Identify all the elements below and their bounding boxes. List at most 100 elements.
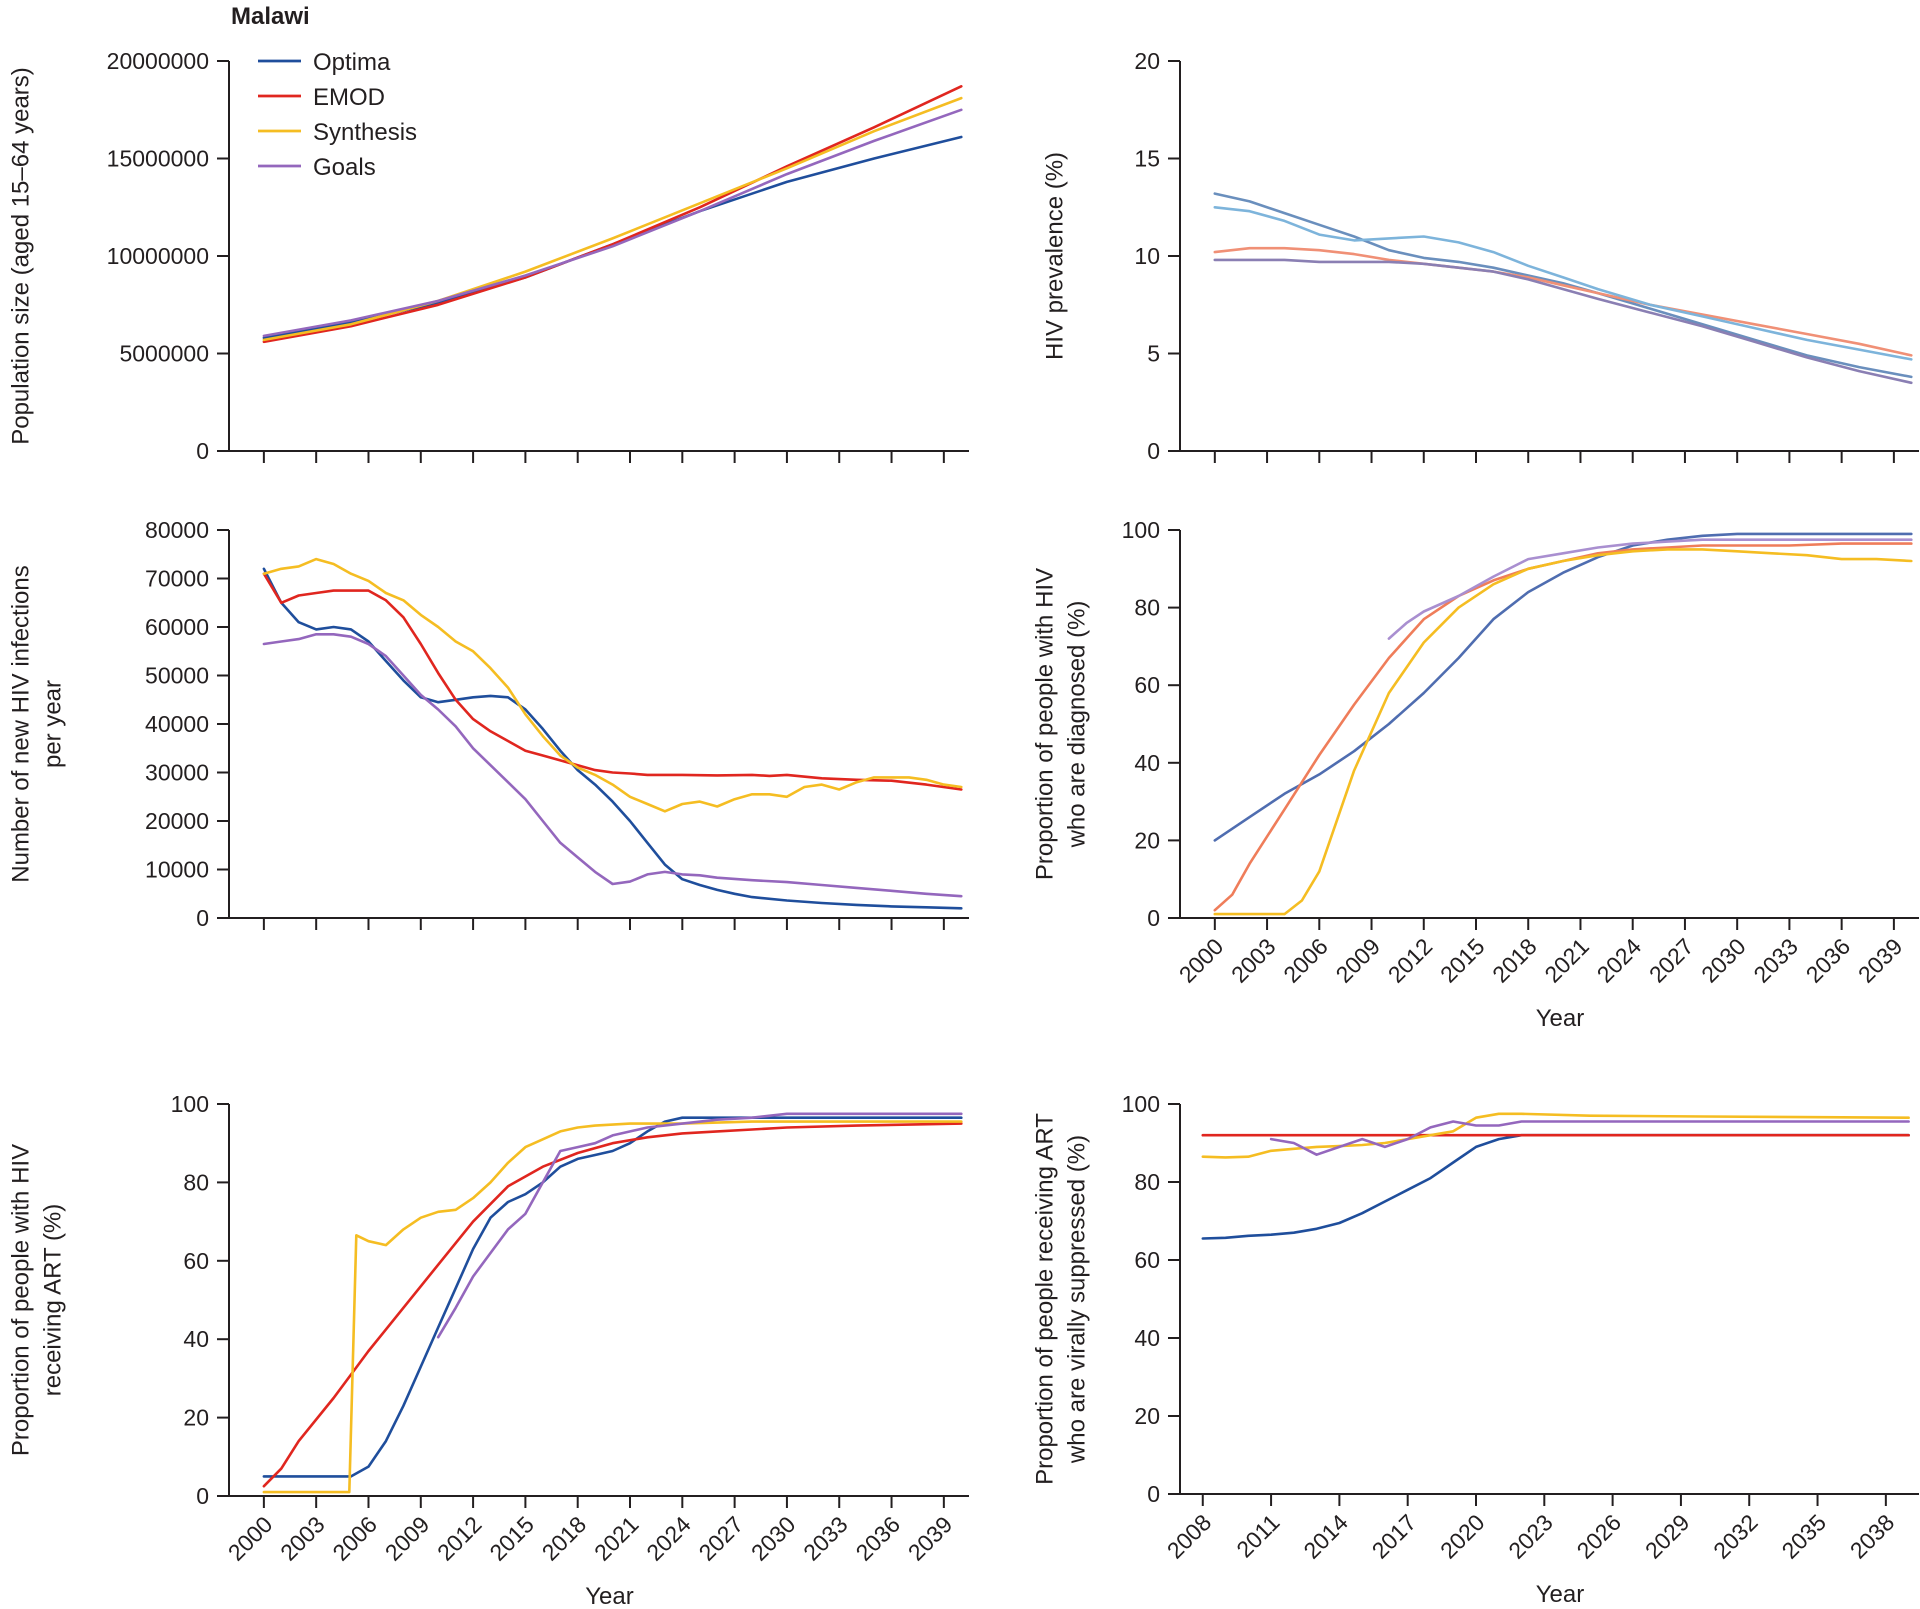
page-title: Malawi [231, 3, 310, 30]
y-tick-label: 0 [196, 905, 209, 931]
x-tick-label: 2027 [1644, 933, 1699, 988]
y-tick-label: 15000000 [107, 146, 209, 172]
x-tick-label: 2018 [1487, 933, 1542, 988]
x-tick-label: 2000 [1174, 933, 1229, 988]
y-tick-label: 5000000 [119, 341, 209, 367]
y-tick-label: 20000000 [107, 48, 209, 74]
y-axis-title: Proportion of people with HIV [1031, 568, 1058, 880]
x-tick-label: 2021 [589, 1511, 644, 1566]
series-line-optima [1213, 532, 1913, 842]
legend-label: EMOD [313, 84, 385, 111]
x-tick-label: 2038 [1845, 1509, 1900, 1564]
series-line-emod [262, 1122, 963, 1488]
legend-item-goals: Goals [258, 154, 376, 181]
y-tick-label: 60 [1134, 1247, 1160, 1273]
legend-label: Synthesis [313, 119, 417, 146]
y-tick-label: 40 [1134, 1325, 1160, 1351]
series-line-goals [436, 1112, 963, 1339]
x-tick-label: 2026 [1572, 1509, 1627, 1564]
legend: Optima EMOD Synthesis Goals [258, 49, 417, 181]
y-tick-label: 0 [196, 438, 209, 464]
x-tick-label: 2033 [798, 1511, 853, 1566]
y-axis-title: Proportion of people receiving ART [1031, 1113, 1058, 1485]
x-tick-label: 2039 [903, 1511, 958, 1566]
y-axis-title: Number of new HIV infections [7, 565, 34, 882]
y-axis-title: receiving ART (%) [39, 1204, 66, 1397]
legend-item-optima: Optima [258, 49, 391, 76]
y-tick-label: 0 [1147, 438, 1160, 464]
x-tick-label: 2029 [1640, 1509, 1695, 1564]
y-tick-label: 20 [1134, 827, 1160, 853]
series-line-synthesis [262, 557, 963, 813]
y-axis-title: per year [39, 680, 66, 768]
series-line-synthesis [262, 1120, 963, 1494]
x-axis-title: Year [1536, 1581, 1585, 1608]
y-tick-label: 20 [183, 1405, 209, 1431]
series-line-emod [262, 85, 963, 344]
chart-diagnosed: 0 20 40 60 80 100 2000200320062009201220152018… [1031, 517, 1919, 1032]
x-tick-label: 2033 [1748, 933, 1803, 988]
y-axis-title: HIV prevalence (%) [1041, 152, 1068, 360]
charts: 05000000100000001500000020000000Populati… [7, 48, 1919, 1609]
y-tick-label: 20 [1134, 48, 1160, 74]
x-tick-label: 2012 [1383, 933, 1438, 988]
y-tick-label: 15 [1134, 146, 1160, 172]
legend-item-emod: EMOD [258, 84, 385, 111]
chart-prevalence: 0 5 10 15 20 HIV prevalence (%) [1041, 48, 1919, 464]
y-tick-label: 50000 [145, 663, 209, 689]
y-tick-label: 70000 [145, 566, 209, 592]
x-tick-label: 2024 [1592, 933, 1647, 988]
y-tick-label: 100 [1122, 517, 1160, 543]
x-tick-label: 2030 [746, 1511, 801, 1566]
x-tick-label: 2008 [1162, 1509, 1217, 1564]
chart-virally-suppressed: 0 20 40 60 80 100 2008 2011 2014 2017 2020 2023 2026… [1031, 1091, 1919, 1608]
y-tick-label: 60000 [145, 614, 209, 640]
series-line-optima [262, 1116, 963, 1478]
chart-population: 0 5000000 10000000 15000000 20000000 Populati… [7, 48, 969, 464]
x-tick-label: 2020 [1435, 1509, 1490, 1564]
series-line-synthesis [1213, 206, 1913, 361]
x-tick-label: 2011 [1231, 1509, 1284, 1562]
x-tick-label: 2032 [1708, 1509, 1763, 1564]
y-tick-label: 60 [1134, 672, 1160, 698]
x-tick-label: 2015 [484, 1511, 539, 1566]
x-tick-label: 2023 [1503, 1509, 1558, 1564]
y-tick-label: 10000 [145, 857, 209, 883]
legend-item-synthesis: Synthesis [258, 119, 417, 146]
x-tick-label: 2017 [1367, 1509, 1422, 1564]
x-tick-label: 2036 [1801, 933, 1856, 988]
y-tick-label: 100 [171, 1091, 209, 1117]
series-line-emod [262, 572, 963, 791]
y-tick-label: 40 [183, 1326, 209, 1352]
x-tick-label: 2003 [1226, 933, 1281, 988]
series-line-goals [1387, 538, 1913, 640]
y-tick-label: 0 [1147, 905, 1160, 931]
series-line-emod [1213, 542, 1913, 912]
x-tick-label: 2014 [1298, 1509, 1353, 1564]
series-line-optima [1213, 192, 1913, 379]
x-tick-label: 2021 [1539, 933, 1594, 988]
x-tick-label: 2006 [1278, 933, 1333, 988]
y-tick-label: 60 [183, 1248, 209, 1274]
x-tick-label: 2009 [380, 1511, 435, 1566]
y-tick-label: 20 [1134, 1403, 1160, 1429]
legend-label: Goals [313, 154, 376, 181]
y-tick-label: 100 [1122, 1091, 1160, 1117]
series-line-goals [1213, 258, 1913, 385]
chart-new-infections: 0 10000 20000 30000 40000 50000 60000 70000 8000… [7, 517, 969, 931]
x-tick-label: 2018 [537, 1511, 592, 1566]
series-line-goals [262, 632, 963, 898]
series-line-goals [262, 108, 963, 338]
y-tick-label: 80 [1134, 1169, 1160, 1195]
y-tick-label: 10000000 [107, 243, 209, 269]
x-tick-label: 2035 [1777, 1509, 1832, 1564]
x-tick-label: 2006 [327, 1511, 382, 1566]
y-tick-label: 0 [196, 1483, 209, 1509]
x-tick-label: 2012 [432, 1511, 487, 1566]
x-tick-label: 2003 [275, 1511, 330, 1566]
y-tick-label: 80 [1134, 595, 1160, 621]
x-axis-title: Year [1536, 1005, 1585, 1032]
y-axis-title: Proportion of people with HIV [7, 1144, 34, 1456]
chart-receiving-art: 0 20 40 60 80 100 2000200320062009201220152018… [7, 1091, 969, 1609]
